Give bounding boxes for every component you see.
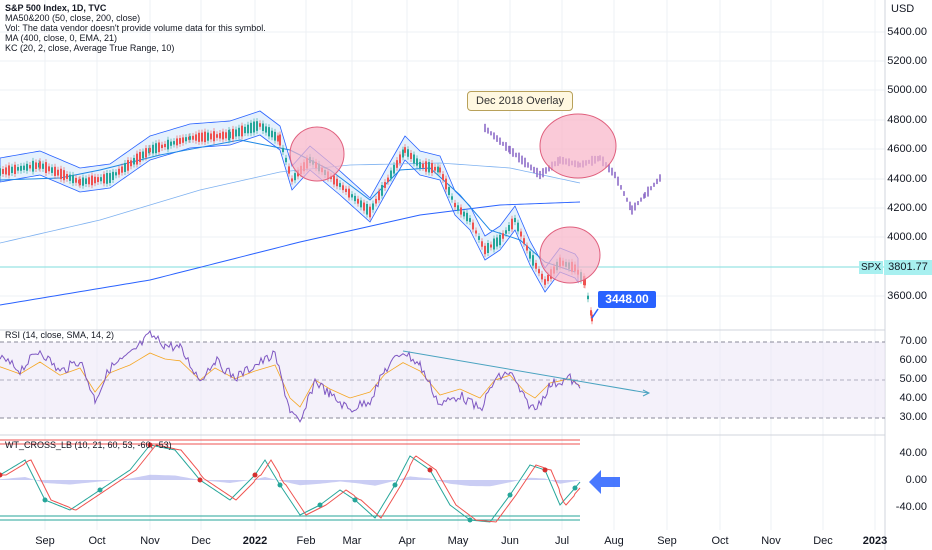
highlight-circle[interactable]	[289, 126, 345, 182]
wt1-line	[0, 444, 581, 523]
date-tick: Feb	[296, 535, 316, 547]
wt-cross-dot	[42, 497, 48, 503]
legend-vol: Vol: The data vendor doesn't provide vol…	[5, 23, 266, 33]
legend-ema400: MA (400, close, 0, EMA, 21)	[5, 33, 118, 43]
wt-cross-dot	[572, 485, 578, 491]
rsi-trendline[interactable]	[402, 350, 649, 394]
keltner-channel	[0, 110, 579, 293]
wt-tick: -40.00	[895, 501, 927, 513]
symbol-tag: SPX	[859, 261, 883, 274]
highlight-circle[interactable]	[539, 113, 617, 179]
wt-cross-dot	[542, 467, 548, 473]
trendline-arrowhead	[642, 389, 651, 397]
ema400-line	[0, 139, 576, 273]
rsi-tick: 50.00	[899, 373, 927, 385]
price-tick: 5400.00	[887, 26, 927, 38]
wt-histogram	[0, 474, 580, 487]
wt-cross-dot	[97, 487, 103, 493]
price-tick: 4600.00	[887, 143, 927, 155]
price-tick: 4400.00	[887, 173, 927, 185]
rsi-tick: 30.00	[899, 411, 927, 423]
wt-cross-dot	[147, 442, 153, 448]
ma200-line	[0, 201, 581, 306]
wt-cross-dot	[507, 492, 513, 498]
wt-cross-dot	[0, 472, 3, 478]
date-tick: May	[447, 535, 469, 547]
arrow-left-icon	[589, 470, 620, 494]
main-legend[interactable]: S&P 500 Index, 1D, TVC MA50&200 (50, clo…	[5, 3, 266, 53]
rsi-pane[interactable]	[0, 329, 885, 423]
rsi-legend[interactable]: RSI (14, close, SMA, 14, 2)	[5, 330, 115, 340]
date-tick: Oct	[88, 535, 106, 547]
rsi-line	[0, 329, 581, 423]
date-tick: Dec	[813, 535, 833, 547]
date-tick: 2023	[862, 535, 888, 547]
wt-cross-dot	[197, 477, 203, 483]
wt-tick: 40.00	[899, 447, 927, 459]
target-pointer	[591, 308, 599, 319]
wt-cross-dot	[392, 482, 398, 488]
date-tick: Sep	[657, 535, 677, 547]
date-tick: Oct	[711, 535, 729, 547]
legend-ma50-200: MA50&200 (50, close, 200, close)	[5, 13, 141, 23]
wt-cross-dot	[252, 472, 258, 478]
price-tick: 4000.00	[887, 231, 927, 243]
candle	[0, 168, 1, 176]
wt-cross-dot	[427, 467, 433, 473]
overlay-callout[interactable]: Dec 2018 Overlay	[467, 91, 574, 111]
price-tick: 4800.00	[887, 114, 927, 126]
wt-tick: 0.00	[905, 474, 927, 486]
wave-trend-pane[interactable]	[0, 439, 620, 523]
date-tick: Sep	[35, 535, 55, 547]
date-tick: 2022	[242, 535, 268, 547]
wt-cross-dots	[0, 442, 578, 523]
rsi-tick: 70.00	[899, 335, 927, 347]
date-tick: Nov	[140, 535, 160, 547]
target-price-tag[interactable]: 3448.00	[598, 291, 656, 308]
wt-cross-dot	[277, 482, 283, 488]
date-tick: Jun	[501, 535, 519, 547]
date-tick: Dec	[191, 535, 211, 547]
legend-keltner: KC (20, 2, close, Average True Range, 10…	[5, 43, 175, 53]
price-tick: 5000.00	[887, 84, 927, 96]
wt-cross-dot	[352, 497, 358, 503]
rsi-sma-line	[0, 352, 581, 408]
date-tick: Nov	[761, 535, 781, 547]
wt-legend[interactable]: WT_CROSS_LB (10, 21, 60, 53, -60, -53)	[5, 440, 172, 450]
price-tick: 5200.00	[887, 55, 927, 67]
last-price-tag: 3801.77	[884, 260, 932, 275]
price-tick: 4200.00	[887, 202, 927, 214]
highlight-circle[interactable]	[539, 226, 601, 284]
wt-cross-dot	[467, 517, 473, 523]
price-pane[interactable]	[0, 110, 885, 325]
date-tick: Mar	[342, 535, 362, 547]
date-tick: Jul	[554, 535, 570, 547]
price-tick: 3600.00	[887, 290, 927, 302]
date-tick: Aug	[604, 535, 624, 547]
rsi-tick: 60.00	[899, 354, 927, 366]
rsi-tick: 40.00	[899, 392, 927, 404]
symbol-title[interactable]: S&P 500 Index, 1D, TVC	[5, 3, 107, 13]
currency-label[interactable]: USD	[891, 3, 915, 15]
wt2-line	[0, 444, 581, 523]
date-tick: Apr	[398, 535, 416, 547]
wt-cross-dot	[317, 502, 323, 508]
